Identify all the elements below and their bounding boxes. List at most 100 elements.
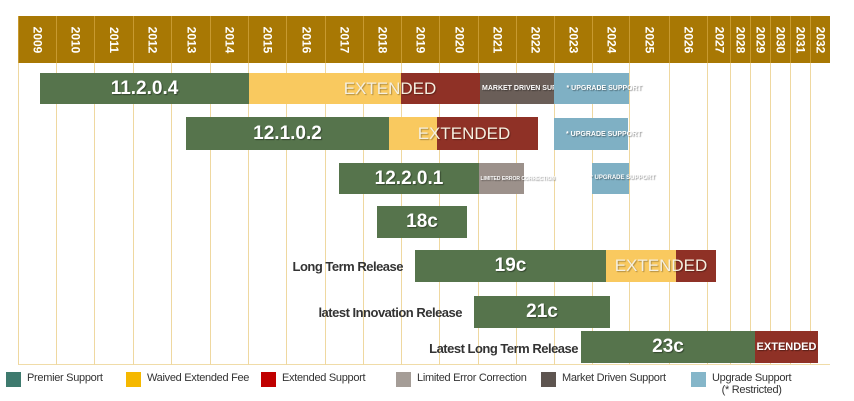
bar-19c-extended [676,250,716,282]
legend-label: Waived Extended Fee [147,372,250,384]
bar-12201-premier: 12.2.0.1 [339,163,479,194]
release-name: 18c [406,211,438,232]
legend-item: Waived Extended Fee [126,372,251,396]
year-label: 2032 [813,26,828,53]
release-type-label: latest Innovation Release [318,305,462,320]
release-name: 19c [494,255,527,276]
year-column [750,16,770,365]
year-header: 2026 [669,16,707,63]
year-header: 2023 [554,16,592,63]
legend-swatch [396,372,411,387]
year-label: 2023 [566,26,581,53]
market-label: MARKET DRIVEN SUPPORT [482,85,577,92]
year-column [171,16,210,365]
year-column [286,16,325,365]
year-column [554,16,592,365]
bar-23c-extended: EXTENDED [755,331,818,363]
bar-18c-premier: 18c [377,206,467,238]
bar-12102-waived [389,117,437,150]
legend-swatch [691,372,706,387]
legend-item: Limited Error Correction [396,372,531,396]
legend-item: Upgrade Support (* Restricted) [691,372,811,396]
year-header: 2030 [770,16,790,63]
legend-swatch [261,372,276,387]
year-label: 2029 [753,26,768,53]
bar-23c-premier: 23c [581,331,755,363]
year-header: 2022 [516,16,554,63]
bar-19c-waived [606,250,676,282]
year-label: 2020 [451,26,466,53]
bar-21c-premier: 21c [474,296,610,328]
bar-12102-premier: 12.1.0.2 [186,117,389,150]
year-column [325,16,363,365]
year-label: 2028 [733,26,748,53]
upgrade-label: * UPGRADE SUPPORT [566,85,642,92]
year-column [629,16,669,365]
year-header: 2018 [363,16,401,63]
year-label: 2012 [145,26,160,53]
year-label: 2022 [528,26,543,53]
bar-12201-limited: LIMITED ERROR CORRECTION [479,163,555,194]
year-header: 2015 [248,16,286,63]
bar-19c-premier: 19c [415,250,606,282]
year-header: 2010 [56,16,94,63]
legend-item: Market Driven Support [541,372,681,396]
legend-label: Limited Error Correction [417,372,527,384]
year-label: 2018 [375,26,390,53]
bar-11204-market-driven: MARKET DRIVEN SUPPORT [480,73,577,104]
year-header: 2028 [730,16,750,63]
year-header: 2013 [171,16,210,63]
legend-label: Premier Support [27,372,103,384]
year-column [210,16,248,365]
year-label: 2013 [183,26,198,53]
year-label: 2026 [681,26,696,53]
year-header: 2014 [210,16,248,63]
release-name: 11.2.0.4 [110,77,179,99]
year-column [248,16,286,365]
timeline-grid: 2009 2010 2011 2012 2013 2014 2015 2016 2017 2018… [18,16,830,365]
legend-item: Premier Support [6,372,116,396]
year-column [810,16,830,365]
release-name: 23c [652,336,684,357]
year-label: 2010 [68,26,83,53]
year-label: 2030 [773,26,788,53]
year-label: 2025 [642,26,657,53]
year-header: 2012 [133,16,171,63]
legend-label: Upgrade Support [712,372,792,384]
year-header: 2017 [325,16,363,63]
year-label: 2019 [413,26,428,53]
year-label: 2027 [712,26,727,53]
extended-label: EXTENDED [614,256,708,275]
bar-11204-extended [401,73,480,104]
year-header: 2025 [629,16,669,63]
year-header: 2021 [478,16,516,63]
legend-label: Market Driven Support [562,372,666,384]
upgrade-label: * UPGRADE SUPPORT [566,130,642,138]
year-column [56,16,94,365]
year-header: 2011 [94,16,133,63]
year-column [18,16,56,365]
year-label: 2031 [793,26,808,53]
release-name: 12.1.0.2 [253,122,322,144]
year-header: 2029 [750,16,770,63]
extended-label: EXTENDED [417,123,511,143]
legend-swatch [541,372,556,387]
year-header: 2009 [18,16,56,63]
year-column [707,16,730,365]
year-label: 2017 [337,26,352,53]
year-header: 2031 [790,16,810,63]
release-name: 21c [526,301,558,322]
year-header: 2032 [810,16,830,63]
year-label: 2011 [106,26,121,53]
year-column [94,16,133,365]
year-header: 2024 [592,16,629,63]
limited-label: LIMITED ERROR CORRECTION [480,175,555,182]
bar-12201-upgrade: * UPGRADE SUPPORT [591,163,655,194]
year-label: 2016 [298,26,313,53]
bar-11204-upgrade: * UPGRADE SUPPORT [554,73,642,104]
legend: Premier Support Waived Extended Fee Extend… [6,372,821,396]
legend-swatch [6,372,21,387]
legend-label: Extended Support [282,372,366,384]
year-column [730,16,750,365]
legend-swatch [126,372,141,387]
